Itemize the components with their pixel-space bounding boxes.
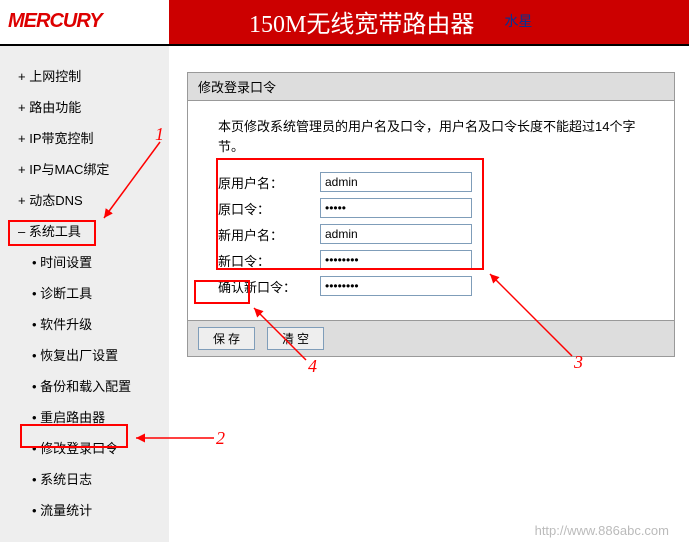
panel: 修改登录口令 本页修改系统管理员的用户名及口令，用户名及口令长度不能超过14个字… — [187, 72, 675, 357]
sidebar-item-ddns[interactable]: 动态DNS — [0, 184, 169, 215]
input-old-pass[interactable] — [320, 198, 472, 218]
sidebar-sub-backup[interactable]: 备份和载入配置 — [0, 370, 169, 401]
sidebar-sub-time[interactable]: 时间设置 — [0, 246, 169, 277]
sidebar-item-ipmac[interactable]: IP与MAC绑定 — [0, 153, 169, 184]
panel-description: 本页修改系统管理员的用户名及口令，用户名及口令长度不能超过14个字节。 — [218, 117, 648, 156]
form-row-old-pass: 原口令： — [218, 198, 648, 218]
sidebar-item-routing[interactable]: 路由功能 — [0, 91, 169, 122]
form-row-new-pass: 新口令： — [218, 250, 648, 270]
form-row-confirm-pass: 确认新口令： — [218, 276, 648, 296]
sidebar-sub-diagnostic[interactable]: 诊断工具 — [0, 277, 169, 308]
form-row-new-user: 新用户名： — [218, 224, 648, 244]
label-confirm-pass: 确认新口令： — [218, 277, 320, 296]
input-old-user[interactable] — [320, 172, 472, 192]
panel-body: 本页修改系统管理员的用户名及口令，用户名及口令长度不能超过14个字节。 原用户名… — [188, 101, 674, 320]
header: MERCURY 150M无线宽带路由器 水星 — [0, 0, 689, 46]
label-old-pass: 原口令： — [218, 199, 320, 218]
sidebar-sub-traffic[interactable]: 流量统计 — [0, 494, 169, 525]
sidebar-sub-syslog[interactable]: 系统日志 — [0, 463, 169, 494]
label-old-user: 原用户名： — [218, 173, 320, 192]
input-confirm-pass[interactable] — [320, 276, 472, 296]
clear-button[interactable]: 清 空 — [267, 327, 324, 350]
watermark: http://www.886abc.com — [535, 523, 669, 538]
sidebar-sub-reboot[interactable]: 重启路由器 — [0, 401, 169, 432]
label-new-user: 新用户名： — [218, 225, 320, 244]
sidebar-item-bandwidth[interactable]: IP带宽控制 — [0, 122, 169, 153]
input-new-user[interactable] — [320, 224, 472, 244]
sidebar-sub-upgrade[interactable]: 软件升级 — [0, 308, 169, 339]
sidebar-sub-factory[interactable]: 恢复出厂设置 — [0, 339, 169, 370]
logo: MERCURY — [8, 10, 102, 33]
save-button[interactable]: 保 存 — [198, 327, 255, 350]
input-new-pass[interactable] — [320, 250, 472, 270]
panel-footer: 保 存 清 空 — [188, 320, 674, 356]
container: 上网控制 路由功能 IP带宽控制 IP与MAC绑定 动态DNS 系统工具 时间设… — [0, 46, 689, 542]
sidebar-item-system-tools[interactable]: 系统工具 — [0, 215, 169, 246]
content: 修改登录口令 本页修改系统管理员的用户名及口令，用户名及口令长度不能超过14个字… — [169, 46, 689, 542]
subtitle: 水星 — [504, 11, 532, 31]
title-section: 150M无线宽带路由器 水星 — [169, 0, 689, 44]
sidebar-sub-password[interactable]: 修改登录口令 — [0, 432, 169, 463]
sidebar-item-internet-control[interactable]: 上网控制 — [0, 60, 169, 91]
logo-section: MERCURY — [0, 0, 169, 44]
sidebar: 上网控制 路由功能 IP带宽控制 IP与MAC绑定 动态DNS 系统工具 时间设… — [0, 46, 169, 542]
label-new-pass: 新口令： — [218, 251, 320, 270]
product-title: 150M无线宽带路由器 — [249, 4, 474, 39]
form-row-old-user: 原用户名： — [218, 172, 648, 192]
panel-title: 修改登录口令 — [188, 73, 674, 101]
